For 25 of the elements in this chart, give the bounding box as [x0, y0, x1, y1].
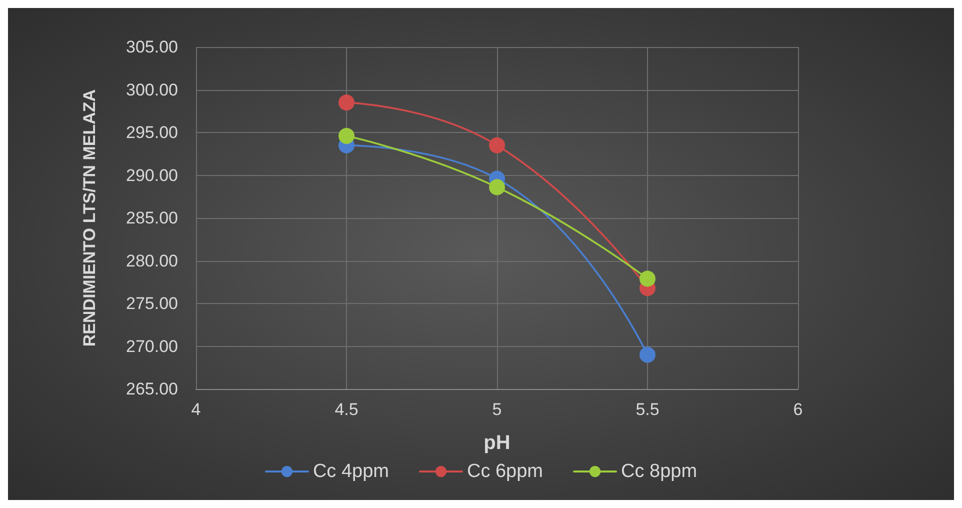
y-tick-label: 285.00 [126, 208, 178, 228]
y-tick-label: 290.00 [126, 166, 178, 185]
point [489, 137, 505, 154]
y-tick-label: 300.00 [126, 80, 178, 100]
y-axis-title: RENDIMIENTO LTS/TN MELAZA [80, 89, 99, 347]
y-tick-label: 295.00 [126, 123, 178, 142]
x-tick-label: 6 [793, 400, 803, 419]
point [338, 128, 354, 144]
y-tick-label: 280.00 [126, 251, 178, 270]
x-tick-label: 4.5 [334, 400, 358, 419]
y-tick-label: 305.00 [126, 38, 178, 56]
x-axis-title: pH [484, 432, 510, 454]
y-tick-label: 275.00 [126, 294, 178, 313]
point [489, 179, 505, 196]
x-tick-label: 4 [191, 400, 201, 419]
legend-label: Cc 4ppm [312, 461, 389, 482]
legend-label: Cc 8ppm [621, 461, 698, 482]
y-tick-label: 265.00 [126, 380, 178, 398]
point [640, 346, 656, 363]
y-tick-label: 270.00 [126, 336, 178, 356]
point [338, 94, 354, 111]
legend-label: Cc 6ppm [466, 461, 544, 482]
x-tick-label: 5.5 [636, 400, 660, 419]
point [640, 270, 656, 287]
x-tick-label: 5 [492, 400, 502, 419]
